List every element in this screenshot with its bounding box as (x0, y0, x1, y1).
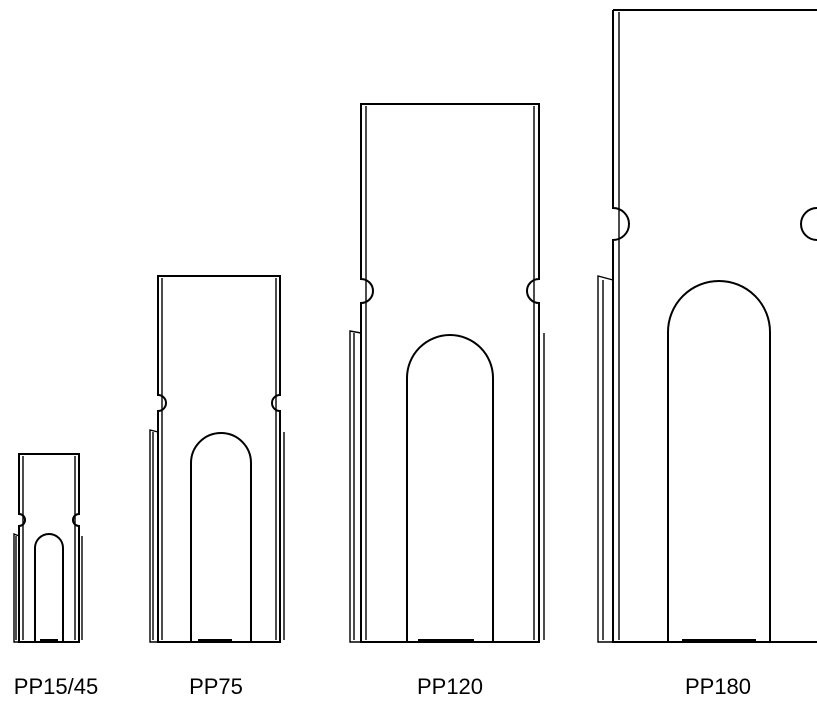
product-label-pp120: PP120 (416, 674, 484, 699)
holder-drawing-pp120 (349, 103, 545, 643)
holder-drawing-pp180 (597, 9, 817, 643)
product-label-pp15-45: PP15/45 (13, 674, 99, 699)
holder-drawing-pp75 (149, 275, 285, 643)
product-label-pp75: PP75 (189, 674, 243, 699)
product-label-pp180: PP180 (684, 674, 752, 699)
holder-drawing-pp15-45 (13, 453, 83, 643)
